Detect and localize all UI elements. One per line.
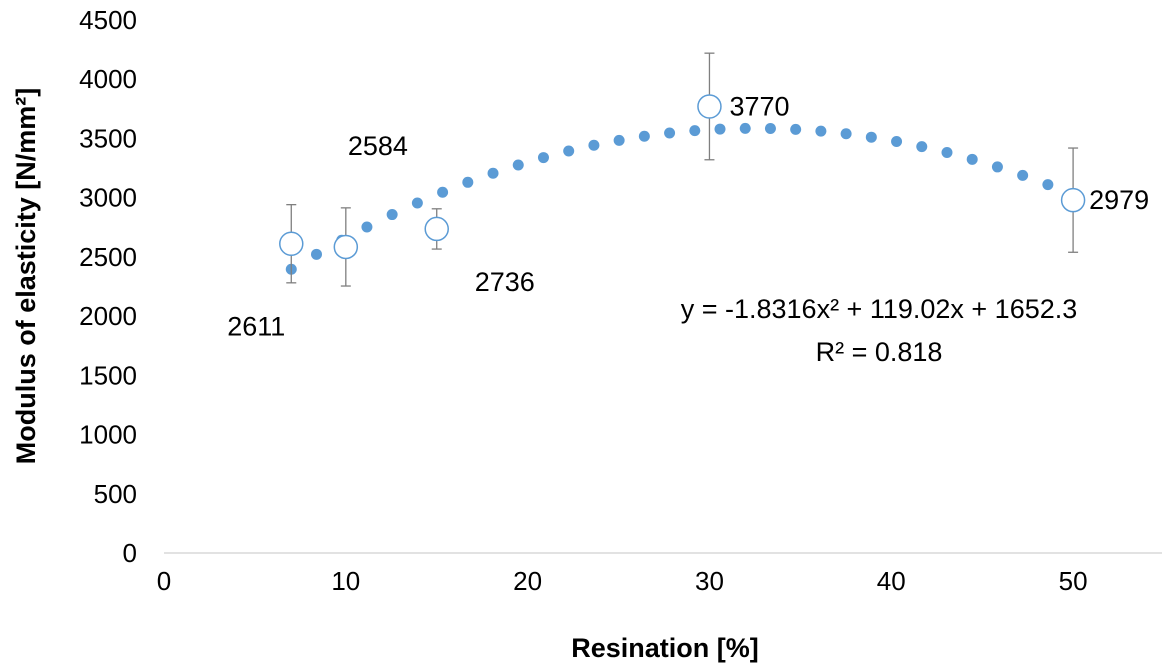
x-tick-label: 20 — [513, 566, 542, 596]
trendline-dot — [891, 135, 903, 147]
trendline-dot — [689, 125, 701, 137]
data-label: 2584 — [348, 131, 408, 161]
y-tick-label: 1500 — [79, 360, 137, 390]
trendline-dot — [462, 176, 474, 188]
trendline-dot — [361, 221, 373, 233]
data-point-marker — [697, 94, 722, 119]
trendline-dot — [840, 128, 852, 140]
trendline-dot — [487, 167, 499, 179]
trendline-dot — [865, 131, 877, 143]
y-tick-label: 4500 — [79, 5, 137, 35]
x-tick-label: 50 — [1059, 566, 1088, 596]
trendline-dot — [764, 122, 776, 134]
y-tick-labels: 0 500 1000 1500 2000 2500 3000 3500 4000 4500 — [79, 5, 137, 568]
trendline-dot — [638, 130, 650, 142]
y-tick-label: 500 — [94, 479, 137, 509]
trendline-dot — [512, 159, 524, 171]
data-point-marker — [333, 234, 359, 260]
data-label: 3770 — [729, 91, 789, 121]
x-tick-label: 30 — [695, 566, 724, 596]
x-tick-labels: 0 10 20 30 40 50 — [157, 566, 1088, 596]
trendline-dot — [437, 186, 449, 198]
trendline-dot — [537, 152, 549, 164]
trendline-dot — [739, 122, 751, 134]
data-point-marker — [424, 216, 449, 242]
y-tick-label: 1000 — [79, 420, 137, 450]
trendline-dot — [916, 141, 928, 153]
trendline-dot — [563, 145, 575, 157]
trendline-dot — [714, 123, 726, 135]
y-tick-label: 3000 — [79, 183, 137, 213]
trendline-dot — [310, 248, 322, 260]
y-axis-title: Modulus of elasticity [N/mm²] — [11, 88, 41, 465]
data-label: 2611 — [227, 312, 285, 342]
x-tick-label: 10 — [331, 566, 360, 596]
trendline-dot — [815, 125, 827, 137]
trendline-dot — [386, 209, 398, 221]
trendline-dot — [941, 147, 953, 159]
y-tick-label: 2000 — [79, 301, 137, 331]
trendline-dot — [613, 134, 625, 146]
data-point-marker — [1060, 187, 1086, 213]
x-axis-title: Resination [%] — [571, 633, 759, 663]
data-label: 2979 — [1089, 185, 1149, 215]
trendline-dot — [790, 123, 802, 135]
trendline-dot — [1017, 169, 1029, 181]
y-tick-label: 0 — [123, 538, 137, 568]
trendline-equation: y = -1.8316x² + 119.02x + 1652.3 — [681, 294, 1078, 324]
x-tick-label: 0 — [157, 566, 171, 596]
trendline-dot — [966, 153, 978, 165]
x-tick-label: 40 — [877, 566, 906, 596]
y-tick-label: 4000 — [79, 64, 137, 94]
trendline-dot — [411, 197, 423, 209]
trendline-dot — [1042, 179, 1054, 191]
y-tick-label: 2500 — [79, 242, 137, 272]
data-label: 2736 — [475, 267, 535, 297]
data-labels: 2611 2584 2736 3770 2979 — [227, 91, 1149, 341]
trendline-dot — [588, 139, 600, 151]
data-point-marker — [279, 231, 304, 256]
trendline-dot — [664, 127, 676, 139]
y-tick-label: 3500 — [79, 123, 137, 153]
trendline-r-squared: R² = 0.818 — [816, 337, 943, 367]
trendline-dot — [991, 161, 1003, 173]
error-bars — [286, 52, 1079, 287]
data-points — [279, 94, 1086, 260]
